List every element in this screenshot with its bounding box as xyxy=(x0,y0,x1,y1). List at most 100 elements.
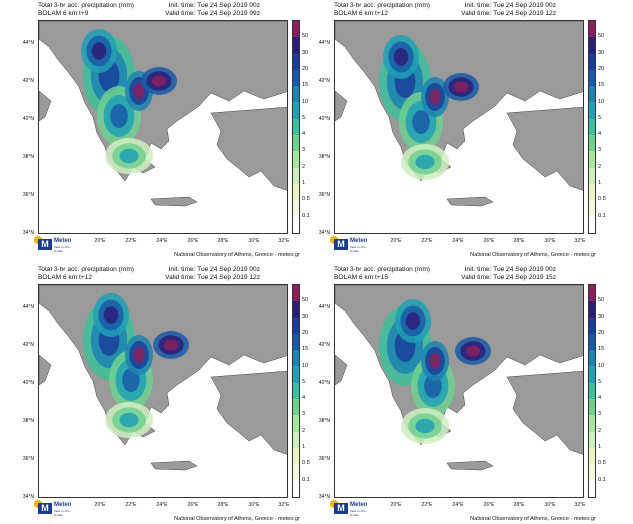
latitude-label: 40°N xyxy=(22,116,34,122)
colorbar-swatch xyxy=(293,69,299,87)
colorbar-label: 20 xyxy=(302,329,309,336)
colorbar-label: 30 xyxy=(598,49,605,56)
precip-area xyxy=(429,89,441,105)
colorbar-label: 0.5 xyxy=(302,196,310,203)
colorbar-swatch xyxy=(293,200,299,217)
colorbar-label: 0.5 xyxy=(598,196,606,203)
colorbar-swatch xyxy=(293,366,299,383)
colorbar-label: 4 xyxy=(302,131,306,138)
colorbar-swatch xyxy=(589,37,595,54)
precip-area xyxy=(119,148,139,164)
precipitation-map xyxy=(334,20,584,234)
colorbar-label: 30 xyxy=(302,313,309,320)
colorbar-label: 1 xyxy=(302,444,306,451)
latitude-label: 42°N xyxy=(22,342,34,348)
precip-area xyxy=(163,339,179,351)
latitude-label: 44°N xyxy=(318,40,330,46)
precip-area xyxy=(133,83,145,99)
colorbar-swatch xyxy=(589,21,595,38)
colorbar-swatch xyxy=(293,415,299,432)
panel-header: Total 3-hr acc. precipitation (mm) BOLAM … xyxy=(0,0,300,20)
colorbar-label: 3 xyxy=(598,411,602,418)
panel-title: Total 3-hr acc. precipitation (mm) xyxy=(334,266,431,273)
panel-header: Total 3-hr acc. precipitation (mm) BOLAM … xyxy=(296,0,596,20)
longitude-label: 24°E xyxy=(156,238,168,244)
longitude-label: 20°E xyxy=(94,502,106,508)
colorbar-label: 30 xyxy=(302,49,309,56)
init-time: Init. time: Tue 24 Sep 2019 00z xyxy=(168,266,260,273)
longitude-label: 26°E xyxy=(187,502,199,508)
latitude-label: 38°N xyxy=(22,154,34,160)
colorbar-swatch xyxy=(293,350,299,367)
colorbar-label: 50 xyxy=(598,297,605,304)
meteo-logo: M Meteo Take on the clouds xyxy=(34,234,72,254)
latitude-label: 42°N xyxy=(318,342,330,348)
colorbar-swatch xyxy=(293,216,299,233)
colorbar-swatch xyxy=(589,333,595,351)
forecast-panel-4: Total 3-hr acc. precipitation (mm) BOLAM … xyxy=(296,264,606,522)
colorbar-label: 0.5 xyxy=(598,460,606,467)
model-label: BOLAM 6 km t+12 xyxy=(334,9,389,17)
logo-name: Meteo xyxy=(54,502,72,508)
longitude-label: 32°E xyxy=(574,502,586,508)
longitude-label: 30°E xyxy=(544,502,556,508)
logo-name: Meteo xyxy=(350,502,368,508)
colorbar-label: 2 xyxy=(302,427,306,434)
colorbar-swatch xyxy=(293,464,299,481)
longitude-label: 28°E xyxy=(513,502,525,508)
precip-area xyxy=(103,306,119,324)
longitude-label: 22°E xyxy=(125,502,137,508)
colorbar-swatch xyxy=(589,382,595,400)
colorbar-label: 20 xyxy=(302,65,309,72)
latitude-label: 44°N xyxy=(22,40,34,46)
colorbar-swatch xyxy=(589,167,595,184)
colorbar-swatch xyxy=(589,317,595,334)
latitude-label: 34°N xyxy=(22,230,34,236)
latitude-label: 38°N xyxy=(22,418,34,424)
panel-header: Total 3-hr acc. precipitation (mm) BOLAM … xyxy=(296,264,596,284)
colorbar-label: 0.1 xyxy=(598,476,606,483)
colorbar-label: 15 xyxy=(302,82,309,89)
m-logo-icon: M xyxy=(38,503,52,514)
colorbar-swatch xyxy=(293,135,299,152)
latitude-label: 34°N xyxy=(318,494,330,500)
land-shape xyxy=(210,370,287,455)
colorbar-label: 0.5 xyxy=(302,460,310,467)
longitude-label: 32°E xyxy=(278,238,290,244)
meteo-logo: M Meteo Take on the clouds xyxy=(330,498,368,518)
init-time: Init. time: Tue 24 Sep 2019 00z xyxy=(464,2,556,9)
precip-area xyxy=(405,312,421,330)
latitude-label: 44°N xyxy=(318,304,330,310)
colorbar-swatch xyxy=(589,366,595,383)
m-logo-icon: M xyxy=(38,239,52,250)
land-shape xyxy=(335,354,348,386)
latitude-label: 38°N xyxy=(318,154,330,160)
latitude-label: 40°N xyxy=(318,116,330,122)
precip-area xyxy=(453,81,469,93)
colorbar-swatch xyxy=(589,118,595,136)
land-shape xyxy=(506,106,583,191)
colorbar-label: 4 xyxy=(598,395,602,402)
colorbar-label: 4 xyxy=(302,395,306,402)
credit-text: National Observatory of Athens, Greece -… xyxy=(470,252,596,258)
colorbar-label: 1 xyxy=(598,444,602,451)
latitude-label: 34°N xyxy=(22,494,34,500)
land-shape xyxy=(446,196,494,207)
logo-name: Meteo xyxy=(54,238,72,244)
colorbar-swatch xyxy=(589,301,595,318)
credit-text: National Observatory of Athens, Greece -… xyxy=(470,516,596,522)
colorbar-label: 3 xyxy=(302,147,306,154)
forecast-panel-1: Total 3-hr acc. precipitation (mm) BOLAM … xyxy=(0,0,310,258)
land-shape xyxy=(210,106,287,191)
colorbar-label: 3 xyxy=(302,411,306,418)
colorbar-label: 30 xyxy=(598,313,605,320)
latitude-label: 36°N xyxy=(22,192,34,198)
colorbar-label: 50 xyxy=(302,33,309,40)
panel-title: Total 3-hr acc. precipitation (mm) xyxy=(334,2,431,9)
model-label: BOLAM 6 km t+9 xyxy=(38,9,89,17)
colorbar-swatch xyxy=(589,183,595,201)
colorbar-swatch xyxy=(589,447,595,465)
meteo-logo: M Meteo Take on the clouds xyxy=(34,498,72,518)
forecast-panel-2: Total 3-hr acc. precipitation (mm) BOLAM … xyxy=(296,0,606,258)
colorbar-swatch xyxy=(589,135,595,152)
